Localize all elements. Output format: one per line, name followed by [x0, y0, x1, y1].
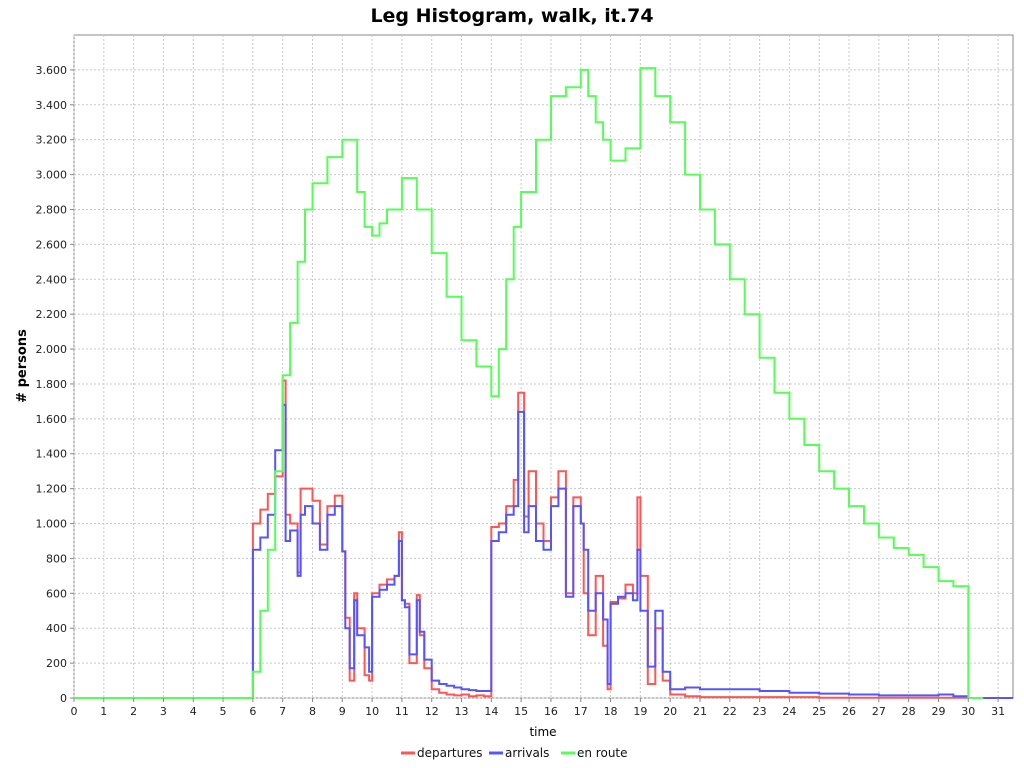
- x-tick-label: 0: [71, 705, 78, 718]
- x-tick-label: 7: [279, 705, 286, 718]
- series-lines: [74, 67, 1013, 699]
- y-tick-label: 2.000: [36, 343, 68, 356]
- y-tick-label: 800: [46, 552, 67, 565]
- x-axis-label: time: [529, 725, 556, 739]
- x-tick-label: 26: [842, 705, 856, 718]
- x-tick-label: 5: [220, 705, 227, 718]
- x-tick-label: 4: [190, 705, 197, 718]
- y-tick-label: 3.200: [36, 134, 68, 147]
- y-tick-label: 2.800: [36, 203, 68, 216]
- x-tick-label: 18: [604, 705, 618, 718]
- x-tick-label: 28: [902, 705, 916, 718]
- x-tick-label: 17: [574, 705, 588, 718]
- x-tick-label: 24: [782, 705, 796, 718]
- x-tick-label: 14: [484, 705, 498, 718]
- x-tick-label: 10: [365, 705, 379, 718]
- y-tick-label: 1.600: [36, 413, 68, 426]
- x-tick-label: 27: [872, 705, 886, 718]
- x-tick-label: 20: [663, 705, 677, 718]
- x-tick-label: 13: [455, 705, 469, 718]
- x-axis: 0 1 2 3 4 5 6 7 8 9 10 11 12 13 14 15 16 17 18 19 20 21 22 23 24…: [71, 698, 1005, 718]
- plot-area: [73, 34, 1014, 699]
- x-tick-label: 21: [693, 705, 707, 718]
- legend-label-departures: departures: [417, 746, 483, 760]
- x-tick-label: 9: [339, 705, 346, 718]
- x-tick-label: 25: [812, 705, 826, 718]
- x-tick-label: 23: [753, 705, 767, 718]
- series-line-en-route: [74, 67, 984, 699]
- x-tick-label: 8: [309, 705, 316, 718]
- y-axis: 0 200 400 600 800 1.000 1.200 1.400 1.600 1.800 2.…: [36, 64, 74, 705]
- y-tick-label: 2.200: [36, 308, 68, 321]
- series-line-arrivals: [74, 403, 1013, 699]
- y-tick-label: 1.200: [36, 483, 68, 496]
- legend-label-arrivals: arrivals: [505, 746, 549, 760]
- y-tick-label: 200: [46, 657, 67, 670]
- chart-title: Leg Histogram, walk, it.74: [370, 5, 653, 27]
- y-tick-label: 1.800: [36, 378, 68, 391]
- x-tick-label: 3: [160, 705, 167, 718]
- x-tick-label: 2: [130, 705, 137, 718]
- y-tick-label: 0: [60, 692, 67, 705]
- x-tick-label: 11: [395, 705, 409, 718]
- x-tick-label: 16: [544, 705, 558, 718]
- x-tick-label: 29: [931, 705, 945, 718]
- y-tick-label: 400: [46, 622, 67, 635]
- y-axis-label: # persons: [15, 329, 30, 403]
- y-tick-label: 600: [46, 587, 67, 600]
- x-tick-label: 22: [723, 705, 737, 718]
- x-tick-label: 31: [991, 705, 1005, 718]
- y-tick-label: 1.000: [36, 518, 68, 531]
- y-tick-label: 2.400: [36, 273, 68, 286]
- y-tick-label: 3.000: [36, 169, 68, 182]
- legend: departures arrivals en route: [401, 746, 628, 760]
- x-tick-label: 30: [961, 705, 975, 718]
- y-tick-label: 1.400: [36, 448, 68, 461]
- x-tick-label: 19: [633, 705, 647, 718]
- x-tick-label: 1: [100, 705, 107, 718]
- x-tick-label: 6: [249, 705, 256, 718]
- x-tick-label: 15: [514, 705, 528, 718]
- legend-label-en-route: en route: [577, 746, 628, 760]
- y-tick-label: 3.600: [36, 64, 68, 77]
- y-tick-label: 2.600: [36, 238, 68, 251]
- x-tick-label: 12: [425, 705, 439, 718]
- y-tick-label: 3.400: [36, 99, 68, 112]
